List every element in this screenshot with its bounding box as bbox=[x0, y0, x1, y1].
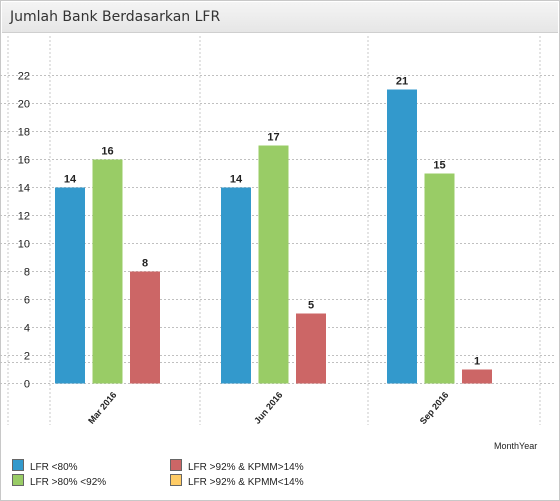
data-label: 15 bbox=[433, 160, 445, 172]
data-label: 5 bbox=[308, 300, 314, 312]
y-tick-label: 18 bbox=[18, 127, 30, 139]
x-tick-label: Jun 2016 bbox=[252, 390, 284, 426]
data-label: 21 bbox=[396, 76, 408, 88]
legend-item-lfr-80-92[interactable]: LFR >80% <92% bbox=[12, 474, 106, 488]
legend-label: LFR >92% & KPMM<14% bbox=[188, 477, 304, 488]
data-label: 17 bbox=[267, 132, 279, 144]
legend-label: LFR >92% & KPMM>14% bbox=[188, 462, 304, 473]
bar-chart: 0 2 4 6 8 10 12 14 16 18 20 22 14 16 8 Mar 2016 14 17 5 Jun… bbox=[0, 36, 556, 426]
bar bbox=[424, 173, 455, 384]
bar bbox=[296, 313, 326, 384]
data-label: 14 bbox=[64, 174, 77, 186]
data-label: 1 bbox=[474, 356, 480, 368]
bar bbox=[92, 159, 123, 384]
y-tick-label: 2 bbox=[24, 351, 30, 363]
legend-item-lfr-under-80[interactable]: LFR <80% bbox=[12, 459, 78, 473]
legend-swatch bbox=[12, 474, 24, 486]
x-tick-label: Mar 2016 bbox=[86, 390, 118, 426]
bar bbox=[130, 271, 160, 384]
legend-label: LFR <80% bbox=[30, 462, 78, 473]
y-tick-label: 12 bbox=[18, 211, 30, 223]
y-tick-label: 4 bbox=[24, 323, 30, 335]
bar bbox=[258, 145, 289, 384]
legend-item-lfr-over-92-kpmm-low[interactable]: LFR >92% & KPMM<14% bbox=[170, 474, 304, 488]
data-label: 16 bbox=[101, 146, 113, 158]
y-tick-label: 0 bbox=[24, 379, 30, 391]
bar bbox=[221, 187, 251, 384]
y-tick-label: 22 bbox=[18, 71, 30, 83]
legend-item-lfr-over-92-kpmm-high[interactable]: LFR >92% & KPMM>14% bbox=[170, 459, 304, 473]
data-label: 14 bbox=[230, 174, 243, 186]
y-tick-label: 10 bbox=[18, 239, 30, 251]
bar bbox=[387, 89, 417, 384]
data-label: 8 bbox=[142, 258, 148, 270]
legend-swatch bbox=[170, 474, 182, 486]
y-tick-label: 16 bbox=[18, 155, 30, 167]
x-axis-title: MonthYear bbox=[494, 441, 538, 451]
legend-swatch bbox=[170, 459, 182, 471]
legend-label: LFR >80% <92% bbox=[30, 477, 107, 488]
legend-swatch bbox=[12, 459, 24, 471]
y-tick-label: 8 bbox=[24, 267, 30, 279]
chart-title: Jumlah Bank Berdasarkan LFR bbox=[10, 9, 221, 25]
bar bbox=[55, 187, 85, 384]
y-tick-label: 20 bbox=[18, 99, 30, 111]
bar bbox=[462, 369, 492, 384]
y-tick-label: 6 bbox=[24, 295, 30, 307]
legend: LFR <80% LFR >80% <92% LFR >92% & KPMM>1… bbox=[0, 455, 558, 495]
x-tick-label: Sep 2016 bbox=[418, 390, 451, 426]
title-bar: Jumlah Bank Berdasarkan LFR bbox=[2, 2, 558, 33]
y-tick-label: 14 bbox=[18, 183, 30, 195]
